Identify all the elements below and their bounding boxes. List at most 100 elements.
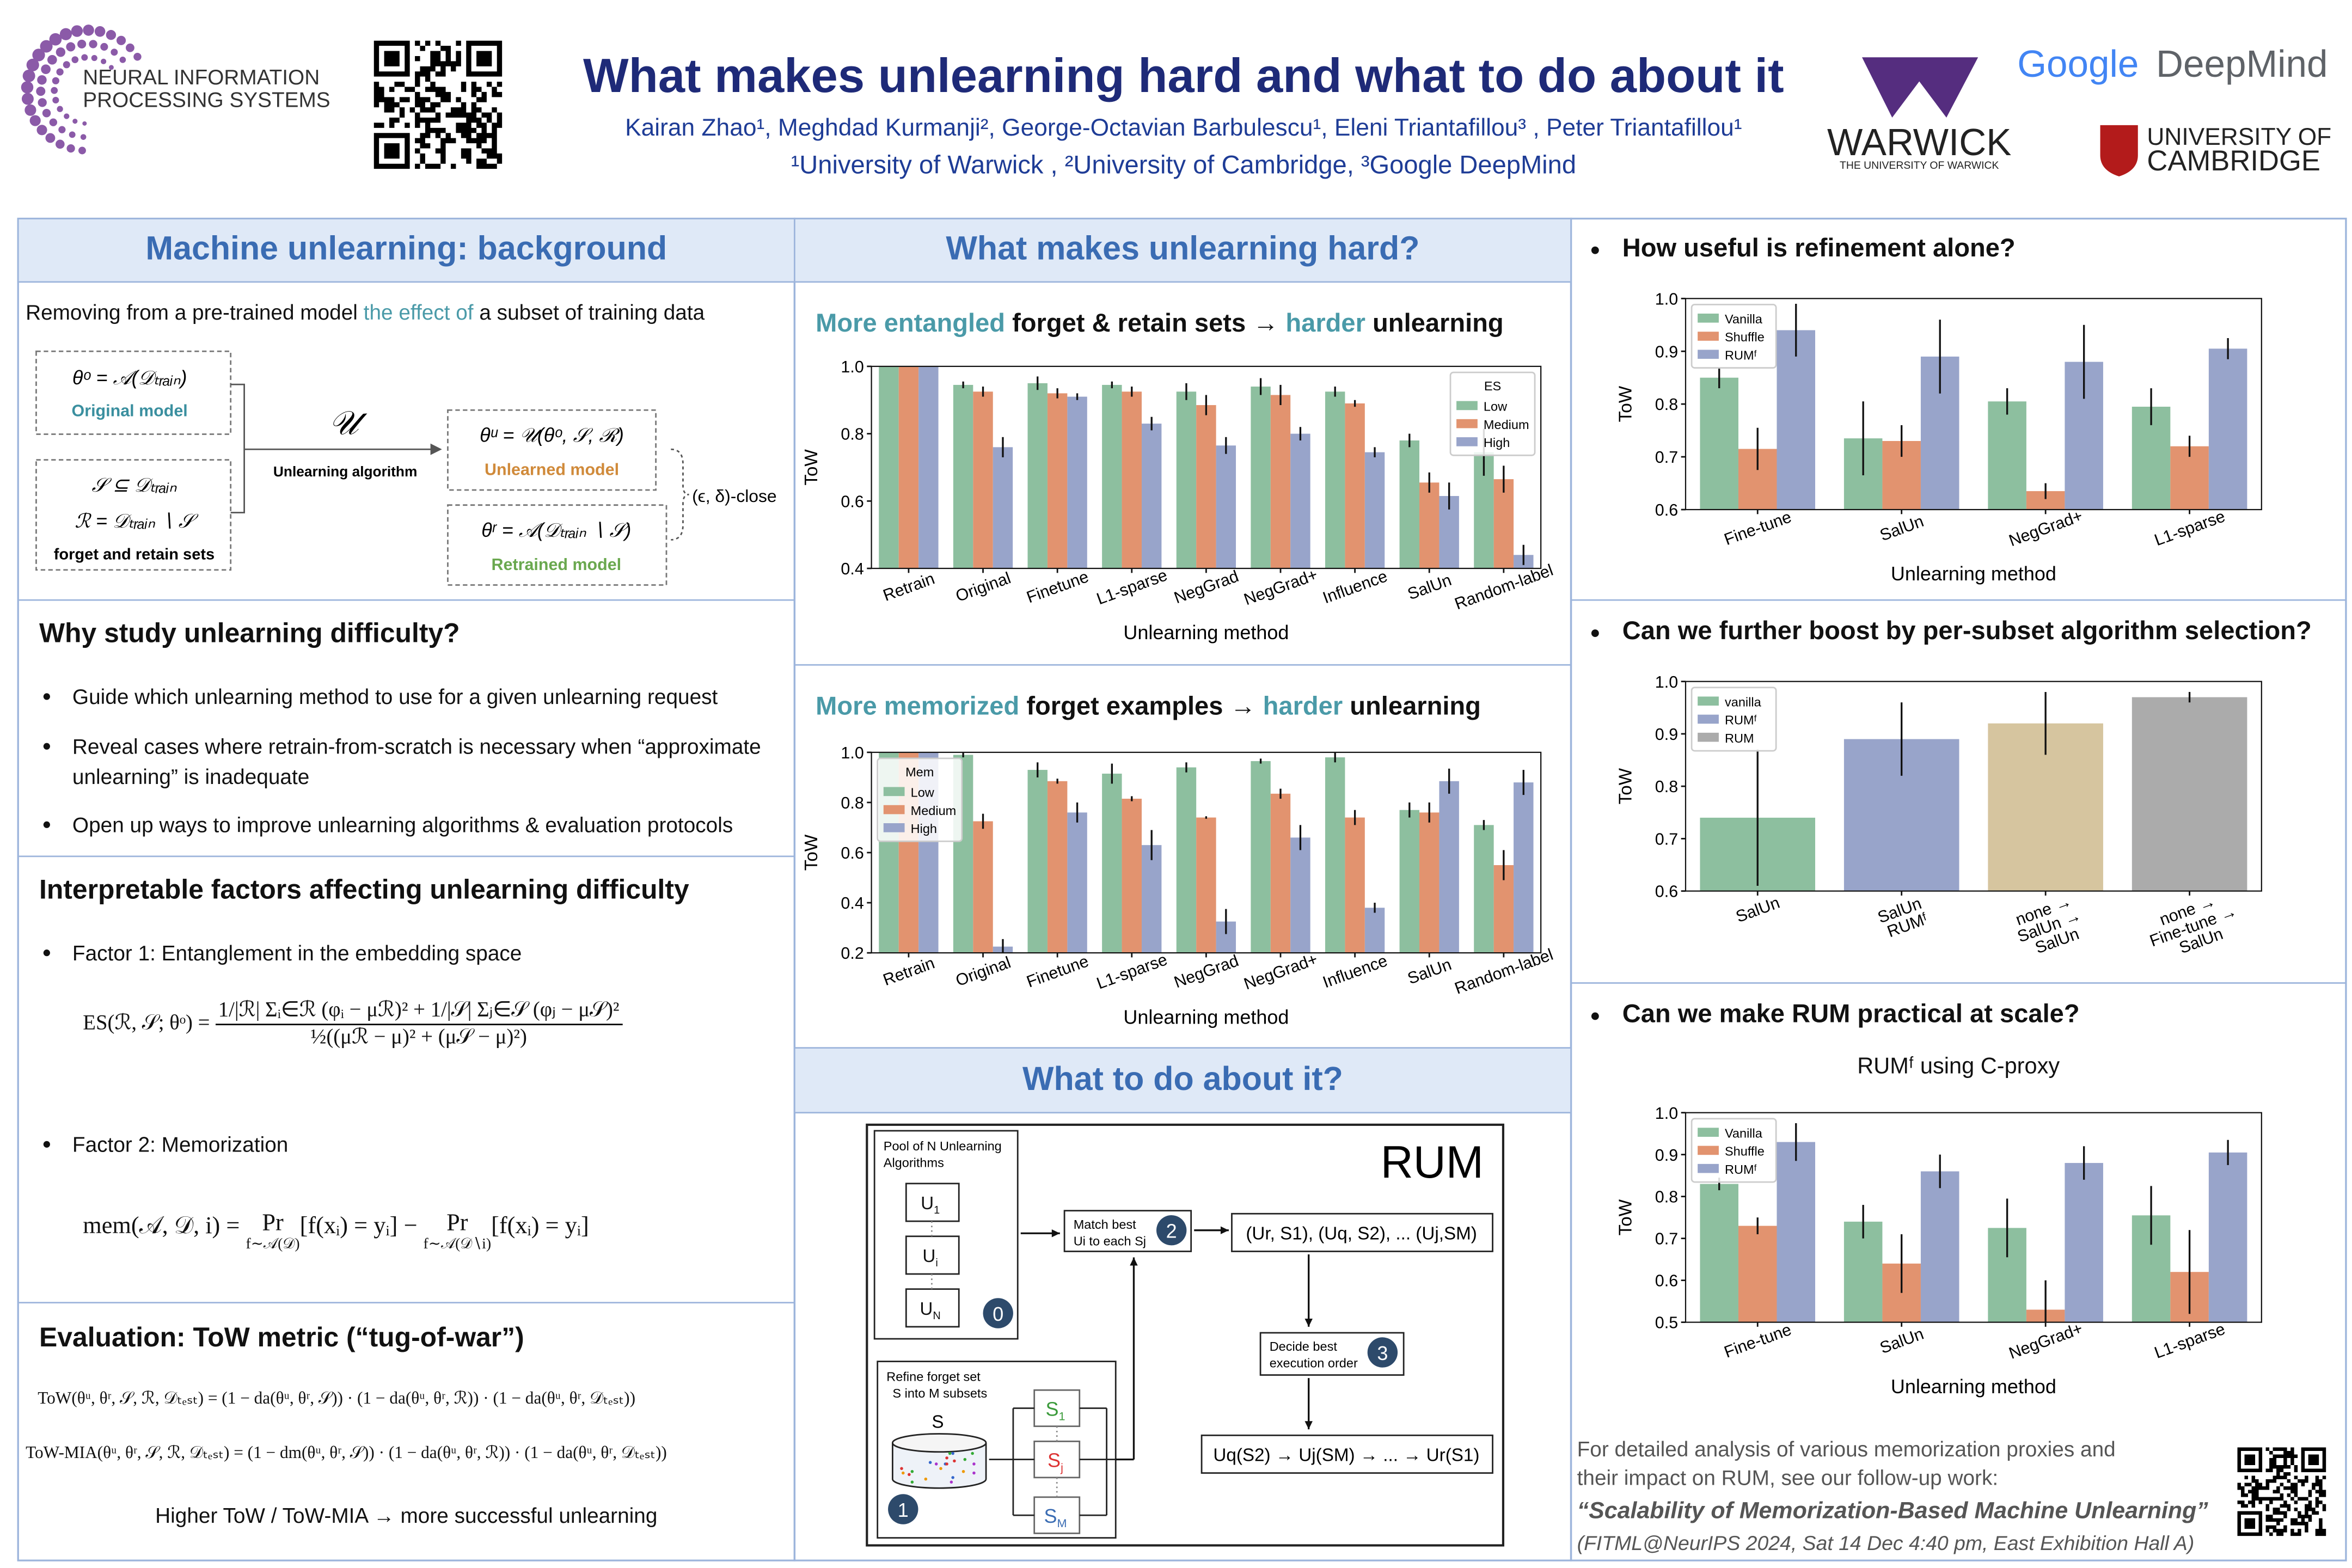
diagram-box (1200, 1434, 1493, 1474)
x-tick-label: SalUn (1877, 1325, 1926, 1357)
sub: f∼𝒜(𝒟) (246, 1236, 300, 1253)
text: forget examples → (1019, 692, 1263, 721)
bullet (1591, 246, 1599, 254)
es-formula: ES(ℛ, 𝒮; θᵒ) = 1/|ℛ| Σᵢ∈ℛ (φᵢ − μℛ)² + 1… (83, 998, 623, 1051)
legend-label: RUMᶠ (1725, 1162, 1757, 1177)
bar (1419, 812, 1440, 953)
bar (1196, 405, 1216, 568)
bar (879, 366, 899, 568)
y-tick-label: 0.9 (1655, 1146, 1678, 1165)
legend-swatch (1698, 1128, 1719, 1137)
legend-swatch (1698, 313, 1719, 323)
y-tick-label: 0.7 (1655, 1230, 1678, 1248)
prob: Pr f∼𝒜(𝒟∖i) (424, 1211, 492, 1256)
data-point (971, 1451, 974, 1455)
diagram-box (905, 1235, 960, 1275)
legend-label: Medium (911, 804, 957, 818)
diagram-label: SM (1044, 1505, 1067, 1530)
diagram-text: RUM (1381, 1137, 1484, 1187)
footer-text: (FITML@NeurIPS 2024, Sat 14 Dec 4:40 pm,… (1577, 1532, 2195, 1555)
arrowhead (1051, 1229, 1060, 1238)
label-base: S (1044, 1505, 1057, 1527)
formula: θᵒ = 𝒜(𝒟ₜᵣₐᵢₙ) (72, 366, 187, 389)
label-sub: M (1057, 1516, 1067, 1530)
arrowhead (1304, 1318, 1313, 1327)
bar (1176, 767, 1197, 953)
brace (671, 448, 689, 541)
legend-swatch (883, 823, 905, 832)
bar (1216, 445, 1236, 568)
bar (973, 821, 993, 953)
bar (1364, 452, 1385, 568)
label: forget and retain sets (54, 546, 215, 563)
bullet (43, 1141, 50, 1148)
step-badge (888, 1494, 918, 1524)
bar (1738, 1226, 1777, 1322)
formula: θᵘ = 𝒰(θᵒ, 𝒮, ℛ) (480, 424, 624, 446)
section-heading: Machine unlearning: background (145, 229, 667, 267)
qr-code (2237, 1447, 2326, 1536)
bar (1399, 810, 1420, 953)
diagram-text: Algorithms (884, 1155, 944, 1169)
heading-band (793, 218, 1572, 283)
legend-title: Mem (905, 765, 934, 779)
bar (918, 366, 939, 568)
bar (1364, 908, 1385, 953)
x-tick-label: Retrain (880, 954, 937, 990)
data-point (972, 1471, 976, 1475)
subtitle: RUMᶠ using C-proxy (1857, 1054, 2060, 1080)
legend-swatch (883, 787, 905, 797)
bar (1493, 479, 1514, 568)
data-point (945, 1456, 948, 1460)
diagram-label: Ui (922, 1246, 938, 1269)
label-base: S (1048, 1449, 1061, 1471)
logo-text: UNIVERSITY OF (2147, 124, 2331, 150)
x-tick-label: Original (953, 568, 1013, 605)
authors: Kairan Zhao¹, Meghdad Kurmanji², George-… (625, 116, 1742, 142)
legend-label: RUMᶠ (1725, 348, 1757, 362)
section-heading: What makes unlearning hard? (946, 229, 1420, 267)
y-tick-label: 1.0 (841, 744, 863, 762)
y-tick-label: 1.0 (1655, 290, 1678, 308)
bar (1141, 424, 1162, 568)
y-tick-label: 0.6 (1655, 883, 1678, 901)
numerator: 1/|ℛ| Σᵢ∈ℛ (φᵢ − μℛ)² + 1/|𝒮| Σⱼ∈𝒮 (φⱼ −… (215, 998, 623, 1026)
diagram-label: S1 (1045, 1398, 1065, 1423)
logo-text: THE UNIVERSITY OF WARWICK (1840, 160, 1999, 171)
bar (1047, 781, 1068, 953)
y-tick-label: 0.8 (1655, 395, 1678, 414)
denominator: ½((μℛ − μ)² + (μ𝒮 − μ)²) (310, 1026, 527, 1050)
formula: ToW-MIA(θᵘ, θʳ, 𝒮, ℛ, 𝒟ₜₑₛₜ) = (1 − dm(θ… (26, 1444, 667, 1463)
x-tick-label: none → SalUn → SalUn (2009, 889, 2093, 962)
diagram-text: Uq(S2) → Uj(SM) → ... → Ur(S1) (1213, 1445, 1479, 1465)
label: Unlearning algorithm (273, 463, 417, 480)
arg: [f(xᵢ) = yᵢ] (491, 1214, 589, 1240)
x-tick-label: SalUn (1405, 571, 1454, 603)
data-point (939, 1467, 942, 1470)
y-tick-label: 1.0 (841, 358, 863, 376)
y-tick-label: 0.4 (841, 894, 863, 912)
text: unlearning (1365, 309, 1504, 338)
bar (1176, 391, 1197, 568)
minus: − (403, 1214, 418, 1240)
data-point (910, 1469, 914, 1473)
y-tick-label: 0.7 (1655, 448, 1678, 467)
legend-swatch (1698, 732, 1719, 742)
text: a subset of training data (473, 300, 705, 324)
text: More entangled (816, 309, 1006, 338)
y-axis-label: ToW (1615, 385, 1636, 422)
intro-text: Removing from a pre-trained model the ef… (26, 300, 705, 324)
diagram-box (905, 1288, 960, 1328)
bar (1700, 377, 1738, 510)
y-tick-label: 1.0 (1655, 673, 1678, 691)
diagram-label: UN (920, 1299, 940, 1322)
bar (1067, 812, 1087, 953)
label-sub: 1 (934, 1204, 940, 1216)
diagram-text: Match best (1074, 1217, 1136, 1232)
y-tick-label: 0.6 (1655, 1272, 1678, 1290)
y-tick-label: 0.8 (841, 425, 863, 444)
bullet (43, 950, 50, 957)
